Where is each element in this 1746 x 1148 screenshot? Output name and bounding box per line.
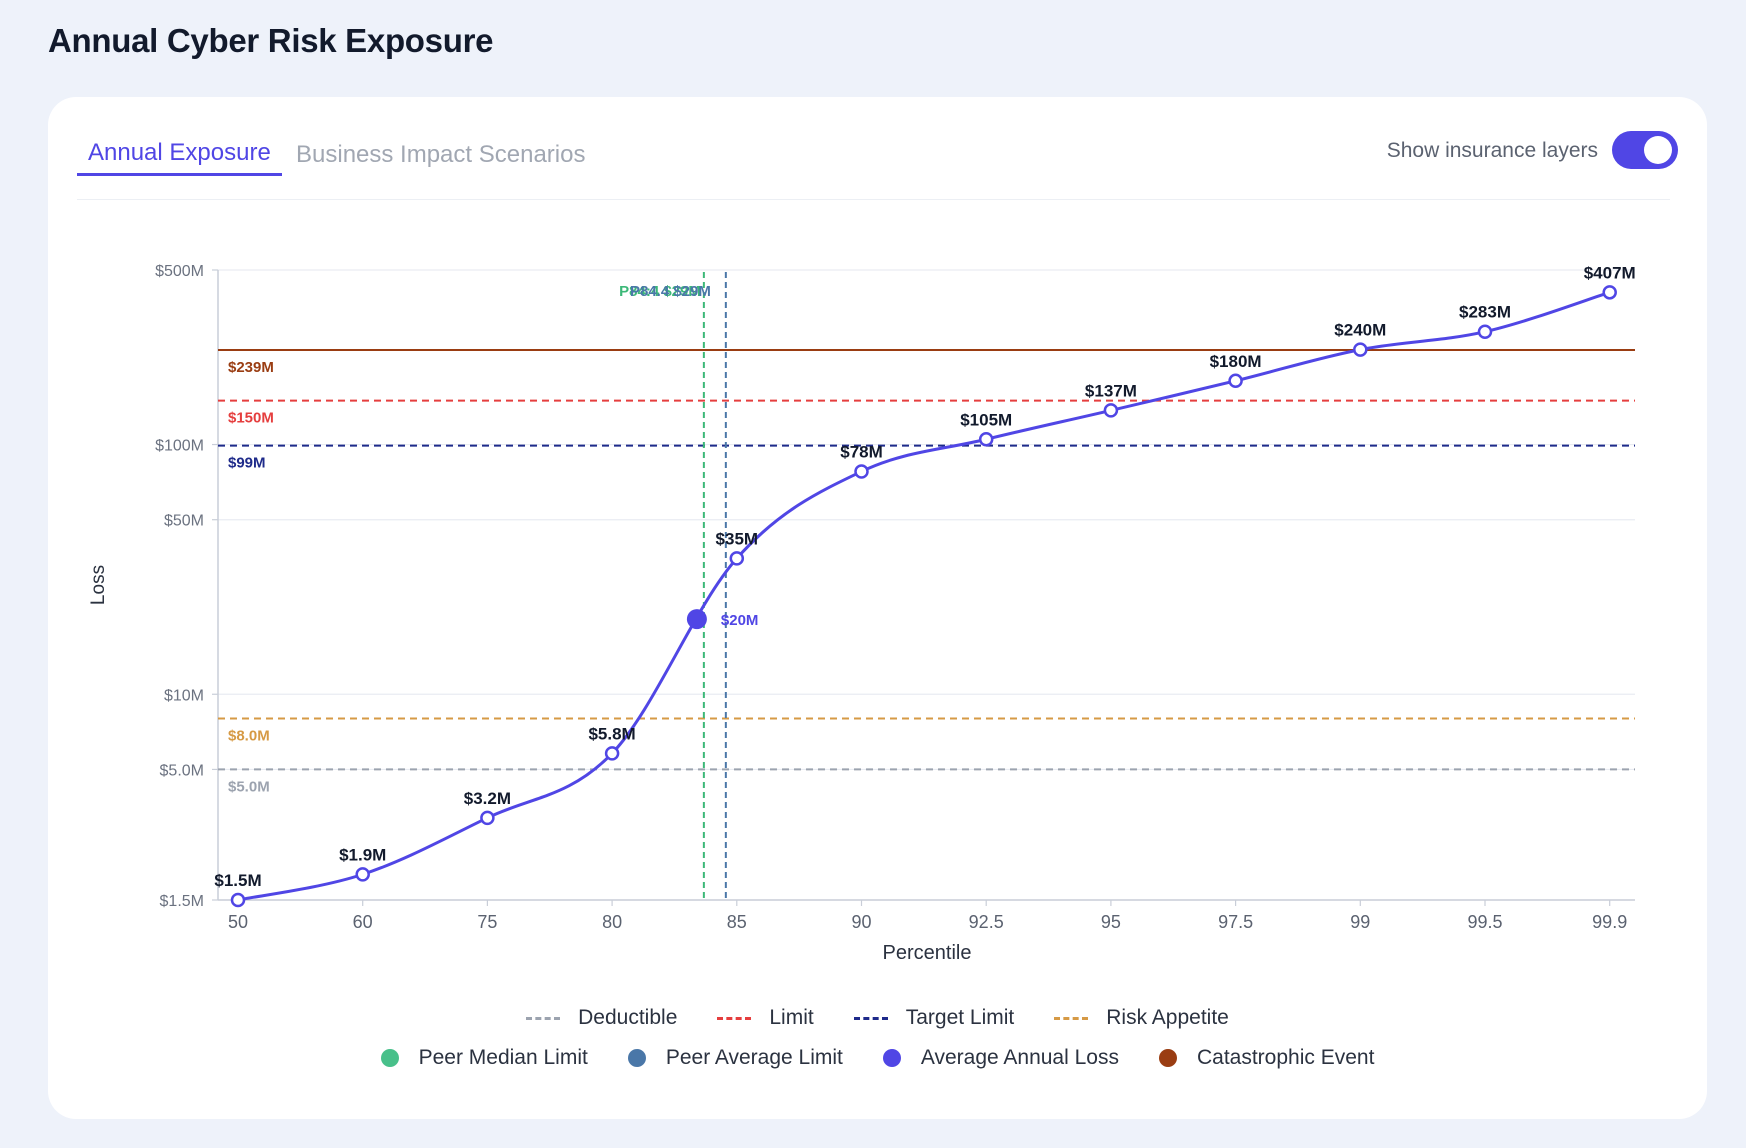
data-point (1103, 403, 1119, 418)
tab-annual-exposure[interactable]: Annual Exposure (77, 133, 282, 176)
data-point (1602, 285, 1617, 300)
x-tick-label: 85 (727, 912, 747, 932)
catastrophic-event-swatch (1158, 1049, 1177, 1067)
data-point (1228, 373, 1243, 389)
legend-label: Deductible (578, 1006, 678, 1029)
threshold-label: $5.0M (228, 778, 270, 795)
limit-swatch (717, 1016, 752, 1020)
page-title: Annual Cyber Risk Exposure (48, 22, 494, 59)
data-label: $240M (1334, 321, 1386, 340)
y-axis-title: Loss (88, 565, 109, 605)
data-point (1477, 324, 1493, 339)
legend-item-deductible[interactable]: Deductible (526, 1006, 677, 1030)
legend-label: Average Annual Loss (920, 1046, 1119, 1069)
legend-label: Catastrophic Event (1196, 1046, 1375, 1069)
average-annual-loss-point (686, 609, 707, 630)
target-limit-swatch (853, 1016, 888, 1020)
data-label: $1.5M (214, 871, 261, 890)
data-point (355, 867, 370, 882)
average-annual-loss-label: $20M (721, 612, 759, 629)
insurance-layers-toggle-label: Show insurance layers (1386, 139, 1598, 162)
threshold-label: $239M (228, 359, 274, 376)
x-tick-label: 99.5 (1467, 912, 1502, 932)
exposure-chart: $1.5M $5.0M $10M $50M $100M $500M 50 60 75 80 85 9… (88, 263, 1636, 964)
loss-curve (237, 290, 1611, 902)
threshold-lines: $239M $150M $99M $8.0M $5.0M (218, 349, 1635, 795)
data-label: $283M (1459, 303, 1511, 322)
insurance-layers-toggle[interactable] (1612, 131, 1678, 169)
risk-appetite-swatch (1054, 1016, 1089, 1020)
x-tick-label: 90 (851, 912, 871, 932)
data-point (854, 464, 869, 479)
deductible-swatch (526, 1016, 561, 1020)
legend-item-risk-appetite[interactable]: Risk Appetite (1054, 1006, 1229, 1030)
y-tick-label: $100M (155, 438, 204, 455)
legend-label: Limit (769, 1006, 814, 1029)
y-tick-label: $50M (164, 513, 204, 530)
gridlines (218, 269, 1635, 901)
x-axis: 50 60 75 80 85 90 92.5 95 97.5 99 99.5 99.9 (218, 899, 1635, 932)
peer-marker-label: P84.4 $29M (630, 283, 711, 300)
data-point (1353, 342, 1368, 357)
legend-label: Risk Appetite (1106, 1006, 1229, 1029)
x-tick-label: 80 (602, 912, 622, 932)
x-tick-label: 60 (353, 912, 373, 932)
peer-median-swatch (380, 1049, 399, 1067)
data-point (729, 551, 745, 566)
tab-bar: Annual Exposure Business Impact Scenario… (77, 133, 1670, 200)
data-label: $1.9M (339, 845, 386, 864)
legend-item-peer-median-limit[interactable]: Peer Median Limit (380, 1046, 588, 1070)
data-label: $5.8M (588, 724, 635, 743)
data-point (604, 746, 620, 761)
threshold-label: $8.0M (228, 727, 270, 744)
data-point (978, 432, 994, 447)
loss-series: $1.5M $1.9M $3.2M $5.8M $35M $78M $105M $137M $1… (214, 263, 1636, 908)
chart-card: Annual Exposure Business Impact Scenario… (48, 97, 1707, 1119)
average-annual-loss-swatch (882, 1049, 901, 1067)
x-tick-label: 99 (1350, 912, 1370, 932)
x-tick-label: 92.5 (969, 912, 1004, 932)
y-tick-label: $5.0M (160, 762, 204, 779)
data-label: $35M (716, 529, 759, 548)
threshold-label: $150M (228, 410, 274, 427)
tab-business-impact-scenarios[interactable]: Business Impact Scenarios (296, 141, 586, 168)
peer-average-swatch (627, 1049, 646, 1067)
data-label: $180M (1210, 352, 1262, 371)
data-label: $3.2M (464, 789, 511, 808)
legend-item-peer-average-limit[interactable]: Peer Average Limit (627, 1046, 843, 1070)
threshold-label: $99M (228, 455, 266, 472)
legend-lines: Deductible Limit Target Limit Risk Appet… (48, 1006, 1707, 1030)
y-tick-label: $1.5M (160, 893, 204, 910)
legend-item-average-annual-loss[interactable]: Average Annual Loss (882, 1046, 1119, 1070)
legend-label: Peer Median Limit (418, 1046, 588, 1069)
y-tick-label: $500M (155, 263, 204, 280)
toggle-knob (1644, 136, 1672, 164)
data-label: $407M (1584, 263, 1636, 282)
legend-dots: Peer Median Limit Peer Average Limit Ave… (48, 1046, 1707, 1070)
legend-item-limit[interactable]: Limit (717, 1006, 814, 1030)
peer-marker-label: P84:4 $29M (619, 283, 701, 300)
x-tick-label: 99.9 (1592, 912, 1627, 932)
x-tick-label: 50 (228, 912, 248, 932)
data-label: $105M (960, 410, 1012, 429)
legend-label: Target Limit (905, 1006, 1015, 1029)
x-tick-label: 75 (477, 912, 497, 932)
y-tick-label: $10M (164, 687, 204, 704)
data-label: $137M (1085, 381, 1137, 400)
x-tick-label: 95 (1101, 912, 1121, 932)
x-tick-label: 97.5 (1218, 912, 1253, 932)
x-axis-title: Percentile (883, 942, 972, 964)
legend-item-target-limit[interactable]: Target Limit (853, 1006, 1015, 1030)
legend-label: Peer Average Limit (665, 1046, 843, 1069)
data-point (480, 810, 495, 826)
y-axis: $1.5M $5.0M $10M $50M $100M $500M (155, 263, 219, 910)
legend-item-catastrophic-event[interactable]: Catastrophic Event (1158, 1046, 1375, 1070)
data-label: $78M (840, 442, 883, 461)
data-point (230, 892, 246, 908)
